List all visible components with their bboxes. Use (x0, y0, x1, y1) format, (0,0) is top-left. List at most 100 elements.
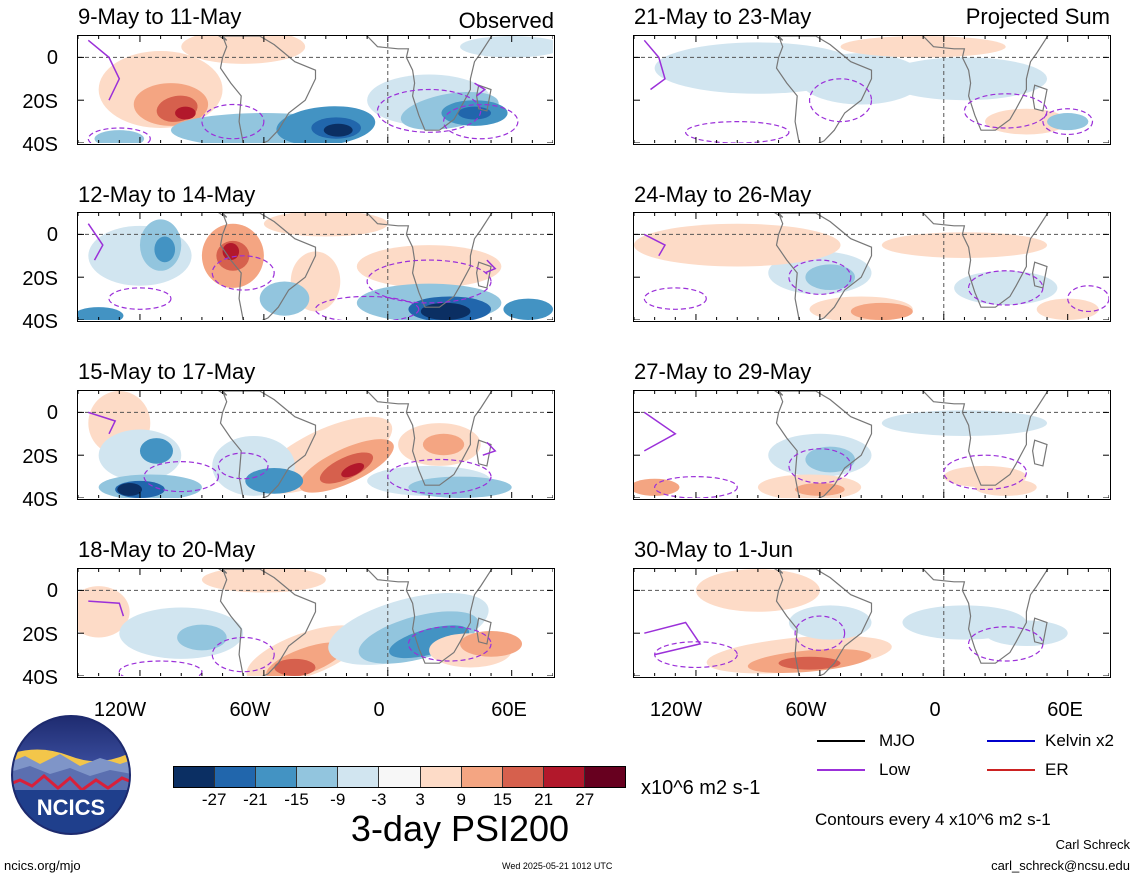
anomaly-blob (117, 483, 143, 496)
colorbar-swatch (543, 767, 585, 787)
panel-title: 21-May to 23-May (634, 4, 812, 29)
colorbar-swatch (174, 767, 216, 787)
coastline (1031, 439, 1048, 467)
anomaly-blob (341, 463, 365, 478)
y-tick-label: 0 (46, 224, 58, 246)
legend-label: Low (879, 760, 911, 779)
y-tick-label: 0 (46, 402, 58, 424)
colorbar-swatch (461, 767, 503, 787)
map-svg (634, 391, 1109, 498)
anomaly-blob (263, 213, 388, 237)
anomaly-blob (408, 476, 512, 498)
low-contour-positive (484, 259, 497, 274)
anomaly-blob (201, 569, 326, 593)
anomaly-blob (78, 307, 124, 320)
anomaly-blob (389, 625, 470, 659)
legend-line-kelvin (987, 740, 1035, 742)
legend-line-low (817, 769, 865, 771)
coastline (775, 213, 873, 320)
colorbar-tick-label: 9 (456, 790, 466, 809)
main-title: 3-day PSI200 (350, 808, 570, 849)
map-panel (633, 212, 1111, 322)
map-svg (78, 36, 553, 143)
anomaly-blob (356, 245, 502, 288)
coastline (774, 36, 784, 41)
coastline (775, 391, 873, 498)
anomaly-blob (420, 302, 471, 320)
low-contour-negative (376, 88, 482, 133)
low-contour-negative (387, 458, 492, 495)
coastline (774, 391, 784, 396)
anomaly-blob (954, 270, 1058, 306)
x-tick-label: 60W (785, 699, 827, 721)
map-panel (77, 212, 555, 322)
colorbar-tick-label: -9 (330, 790, 346, 809)
coastline (922, 213, 1049, 308)
low-contour-negative (118, 660, 203, 676)
low-contour-negative (201, 103, 265, 140)
colorbar-tick-label: 3 (415, 790, 425, 809)
colorbar-swatch (338, 767, 380, 787)
coastline (219, 213, 317, 320)
colorbar-tick-label: 21 (534, 790, 554, 809)
anomaly-blob (634, 478, 680, 496)
low-contour-negative (108, 287, 172, 310)
coastline (775, 36, 873, 143)
low-contour-negative (314, 295, 420, 320)
anomaly-blob (78, 586, 130, 638)
colorbar (173, 766, 626, 788)
map-svg (634, 569, 1109, 676)
anomaly-blob (422, 433, 465, 456)
panel-title: 27-May to 29-May (634, 359, 812, 384)
anomaly-blob (1047, 113, 1089, 131)
colorbar-tick-label: -21 (243, 790, 268, 809)
anomaly-blob (259, 281, 310, 316)
anomaly-blob (154, 236, 176, 263)
anomaly-blob (778, 656, 841, 670)
panel-title: 15-May to 17-May (78, 359, 256, 384)
x-tick-label: 120W (649, 699, 703, 721)
low-contour-negative (407, 626, 492, 662)
anomaly-blob (795, 483, 845, 496)
anomaly-blob (788, 605, 872, 640)
colorbar-tick-label: 15 (492, 790, 512, 809)
author-email[interactable]: carl_schreck@ncsu.edu (991, 858, 1130, 873)
low-contour-negative (87, 127, 151, 143)
y-tick-label: 40S (22, 311, 58, 333)
coastline (218, 569, 228, 574)
colorbar-tick-label: -3 (371, 790, 387, 809)
y-tick-label: 40S (22, 489, 58, 511)
x-tick-label: 0 (373, 699, 385, 721)
map-panel (633, 35, 1111, 145)
panel-title: 30-May to 1-Jun (634, 537, 793, 562)
low-contour-negative (808, 78, 873, 123)
x-tick-label: 60E (491, 699, 527, 721)
low-contour-negative (1042, 108, 1094, 136)
colorbar-tick-label: 27 (575, 790, 595, 809)
anomaly-blob (181, 36, 306, 64)
site-link[interactable]: ncics.org/mjo (4, 858, 81, 873)
coastline (475, 261, 492, 289)
colorbar-swatch (502, 767, 544, 787)
map-panel (633, 568, 1111, 678)
map-svg (78, 391, 553, 498)
low-contour-negative (143, 461, 220, 493)
anomaly-blob (881, 57, 1048, 101)
low-contour-positive (643, 411, 677, 452)
coastline (922, 569, 1049, 664)
anomaly-blob (805, 264, 855, 291)
colorbar-swatch (420, 767, 462, 787)
low-contour-positive (88, 600, 125, 617)
low-contour-positive (87, 223, 104, 261)
map-panel (633, 390, 1111, 500)
projected-header: Projected Sum (965, 4, 1110, 29)
anomaly-blob (850, 302, 913, 320)
low-contour-negative (967, 270, 1044, 306)
legend-label: ER (1045, 760, 1069, 779)
logo-text: NCICS (37, 795, 105, 820)
low-contour-negative (794, 615, 846, 651)
anomaly-blob (799, 53, 924, 105)
coastline (1031, 84, 1048, 112)
coastline (219, 36, 317, 143)
coastline (218, 36, 228, 41)
